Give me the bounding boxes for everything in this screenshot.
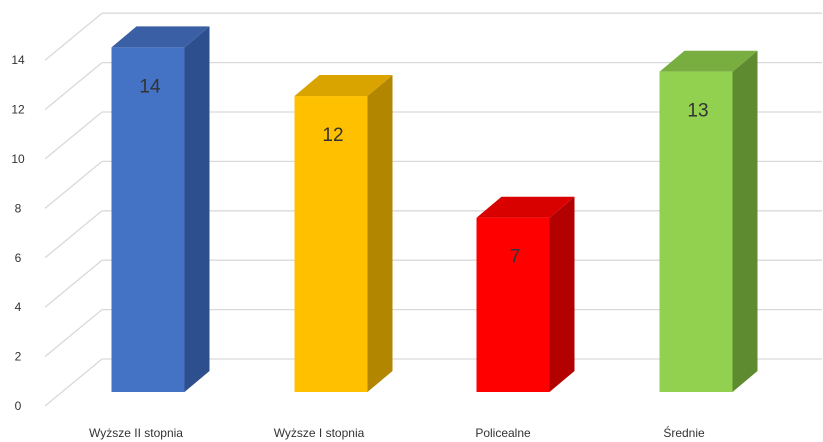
gridline-depth (44, 160, 103, 209)
y-tick-label: 2 (15, 350, 22, 364)
category-label: Policealne (475, 426, 531, 440)
bar-front (111, 47, 185, 393)
gridline-depth (44, 210, 103, 259)
bar-top (476, 196, 575, 218)
y-tick-label: 4 (15, 300, 22, 314)
gridline-depth (44, 62, 103, 111)
gridline-depth (44, 358, 103, 407)
bar-side (367, 75, 393, 393)
y-axis-ticks: 0 2 4 6 8 10 12 14 (11, 53, 25, 413)
y-tick-label: 0 (15, 399, 22, 413)
bar-1 (111, 26, 210, 393)
category-label: Wyższe II stopnia (89, 426, 183, 440)
data-label: 7 (510, 247, 521, 268)
gridline-depth (44, 309, 103, 358)
data-label: 13 (687, 101, 708, 122)
data-label: 12 (322, 125, 343, 146)
data-label: 14 (139, 76, 161, 97)
y-tick-label: 12 (11, 103, 25, 117)
y-tick-label: 10 (11, 152, 25, 166)
bar-top (659, 50, 758, 72)
bars (111, 26, 758, 393)
bar-top (294, 75, 393, 97)
bar-front (476, 217, 550, 392)
bar-side (732, 50, 758, 393)
data-labels: 14 12 7 13 (139, 76, 708, 267)
bar-side (184, 26, 210, 393)
category-labels: Wyższe II stopnia Wyższe I stopnia Policea… (89, 425, 705, 440)
bar-front (659, 71, 733, 393)
gridline-depth (44, 259, 103, 308)
gridline-depth (44, 111, 103, 160)
gridline-depth (44, 12, 103, 61)
bar-side (549, 196, 575, 392)
bar-4 (659, 50, 758, 393)
y-tick-label: 6 (15, 251, 22, 265)
bar-3 (476, 196, 575, 392)
bar-top (111, 26, 210, 48)
category-label: Średnie (663, 425, 705, 440)
y-tick-label: 8 (15, 201, 22, 215)
bar-2 (294, 75, 393, 393)
category-label: Wyższe I stopnia (274, 426, 365, 440)
bar-front (294, 96, 368, 393)
y-tick-label: 14 (11, 53, 25, 67)
